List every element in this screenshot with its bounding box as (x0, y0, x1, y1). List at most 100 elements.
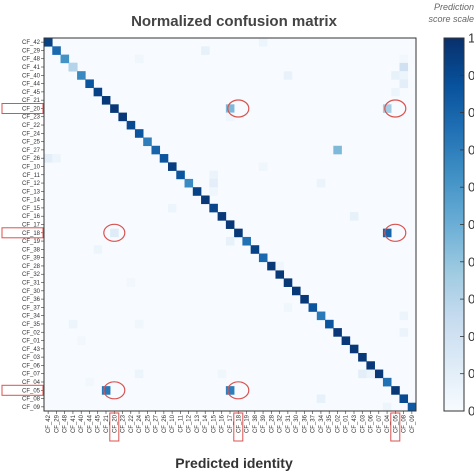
y-tick-label: CF_34 (22, 314, 41, 320)
off-diagonal-cell (283, 71, 293, 80)
x-tick-label: CF_32 (278, 414, 284, 433)
off-diagonal-cell (68, 62, 78, 72)
diagonal-cell (60, 54, 70, 64)
diagonal-cell (267, 261, 276, 271)
x-tick-label: CF_07 (377, 414, 383, 433)
off-diagonal-cell (366, 369, 375, 379)
x-tick-label: CF_06 (369, 414, 375, 433)
off-diagonal-cell (85, 377, 94, 387)
y-tick-label: CF_30 (22, 289, 41, 295)
x-tick-label: CF_35 (327, 414, 333, 433)
diagonal-cell (217, 212, 227, 221)
off-diagonal-cell (333, 145, 342, 155)
off-diagonal-cell (134, 369, 144, 379)
y-tick-label: CF_35 (22, 322, 41, 328)
diagonal-cell (308, 303, 318, 312)
x-tick-label: CF_37 (311, 414, 317, 433)
y-tick-label: CF_09 (22, 405, 41, 411)
x-tick-label: CF_18 (236, 414, 242, 433)
colorbar-title-line-2: score scale (428, 14, 474, 24)
highlight-marks (1, 99, 407, 442)
colorbar-tick-label: 0 (468, 404, 474, 419)
x-tick-labels: CF_42 CF_29 CF_48 CF_41 CF_40 CF_44 CF_45 CF_21… (46, 411, 416, 433)
diagonal-cell (283, 278, 293, 287)
off-diagonal-cell (101, 386, 111, 395)
off-diagonal-cell (68, 319, 78, 329)
off-diagonal-cell (217, 369, 227, 379)
colorbar-tick-label: 0 (468, 217, 474, 232)
diagonal-cell (118, 112, 127, 122)
highlight-box-y (1, 384, 44, 396)
y-tick-label: CF_21 (22, 98, 41, 104)
off-diagonal-cell (349, 212, 359, 221)
x-tick-label: CF_34 (319, 414, 325, 433)
y-tick-label: CF_05 (22, 388, 41, 394)
off-diagonal-cell (225, 104, 235, 113)
x-tick-label: CF_09 (410, 414, 416, 433)
colorbar-tick-label: 0 (468, 366, 474, 381)
y-tick-label: CF_41 (22, 65, 41, 71)
y-tick-label: CF_37 (22, 305, 41, 311)
x-tick-label: CF_36 (302, 414, 308, 433)
x-tick-label: CF_04 (385, 414, 391, 433)
x-tick-label: CF_11 (178, 414, 184, 432)
diagonal-cell (333, 328, 342, 337)
x-tick-label: CF_19 (245, 414, 251, 433)
x-tick-label: CF_42 (46, 414, 52, 433)
colorbar-tick-label: 1 (468, 31, 474, 46)
diagonal-cell (316, 311, 326, 321)
y-tick-label: CF_31 (22, 281, 41, 287)
diagonal-cell (234, 228, 243, 238)
diagonal-cell (399, 394, 409, 404)
off-diagonal-cell (275, 261, 285, 271)
off-diagonal-cell (93, 245, 103, 254)
diagonal-cell (184, 178, 194, 188)
y-tick-label: CF_13 (22, 189, 41, 195)
diagonal-cell (168, 162, 177, 171)
highlight-circle (384, 223, 407, 242)
y-tick-label: CF_26 (22, 156, 41, 162)
diagonal-cell (143, 137, 152, 147)
colorbar: 1 0 0 0 0 0 0 0 0 0 0 (443, 31, 474, 419)
diagonal-cell (101, 96, 111, 105)
off-diagonal-cell (358, 369, 367, 379)
y-tick-label: CF_14 (22, 198, 41, 204)
colorbar-tick-label: 0 (468, 142, 474, 157)
x-tick-label: CF_44 (87, 414, 93, 433)
x-tick-label: CF_20 (112, 414, 118, 433)
highlight-box-y (1, 227, 44, 239)
off-diagonal-cell (168, 203, 177, 213)
off-diagonal-cell (382, 104, 392, 113)
y-tick-label: CF_29 (22, 48, 41, 54)
off-diagonal-cell (399, 62, 409, 72)
off-diagonal-cell (399, 71, 409, 80)
highlight-box-x (390, 412, 401, 442)
off-diagonal-cell (110, 228, 119, 238)
x-tick-label: CF_26 (162, 414, 168, 433)
x-tick-label: CF_21 (104, 414, 110, 433)
colorbar-tick-label: 0 (468, 292, 474, 307)
colorbar-title-line-1: Prediction (434, 2, 474, 12)
x-tick-label: CF_29 (54, 414, 60, 433)
colorbar-tick-label: 0 (468, 254, 474, 269)
highlight-box-x (233, 412, 244, 442)
y-tick-label: CF_23 (22, 115, 41, 121)
diagonal-cell (275, 270, 285, 279)
x-tick-label: CF_31 (286, 414, 292, 433)
y-tick-label: CF_27 (22, 148, 41, 154)
diagonal-cell (391, 386, 400, 395)
x-tick-label: CF_03 (360, 414, 366, 433)
diagonal-cell (341, 336, 351, 345)
off-diagonal-cell (225, 112, 235, 122)
matrix-cells (44, 38, 417, 412)
x-tick-label: CF_27 (154, 414, 160, 433)
off-diagonal-cell (399, 328, 409, 337)
colorbar-tick-label: 0 (468, 329, 474, 344)
diagonal-cell (300, 294, 309, 304)
y-tick-label: CF_12 (22, 181, 41, 187)
off-diagonal-cell (316, 394, 326, 404)
diagonal-cell (407, 402, 417, 412)
diagonal-cell (110, 104, 119, 113)
x-tick-label: CF_02 (335, 414, 341, 433)
